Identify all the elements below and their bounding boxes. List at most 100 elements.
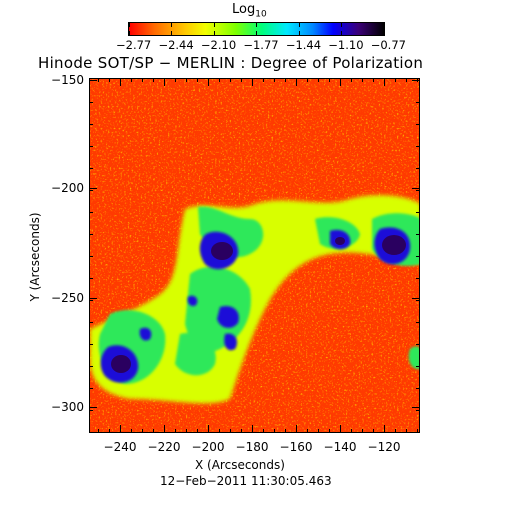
- tick-mark: [89, 80, 93, 81]
- tick-mark: [263, 429, 264, 433]
- tick-mark: [230, 78, 231, 82]
- tick-mark: [351, 429, 352, 433]
- tick-mark: [416, 212, 420, 213]
- tick-mark: [384, 78, 385, 86]
- xtick-label: −240: [103, 440, 137, 454]
- tick-mark: [120, 78, 121, 82]
- tick-mark: [89, 80, 97, 81]
- tick-mark: [395, 429, 396, 433]
- tick-mark: [340, 429, 341, 433]
- tick-mark: [329, 429, 330, 433]
- xtick-label: −160: [279, 440, 313, 454]
- tick-mark: [164, 78, 165, 86]
- tick-mark: [384, 429, 385, 433]
- tick-mark: [89, 124, 93, 125]
- tick-mark: [416, 366, 420, 367]
- xtick-label: −200: [191, 440, 225, 454]
- tick-mark: [241, 429, 242, 433]
- colorbar-tick-label: −2.10: [200, 38, 237, 52]
- tick-mark: [416, 190, 420, 191]
- tick-mark: [89, 407, 97, 408]
- tick-mark: [131, 78, 132, 82]
- tick-mark: [89, 256, 93, 257]
- tick-mark: [89, 410, 93, 411]
- tick-mark: [153, 78, 154, 82]
- ytick-label: −200: [51, 181, 84, 195]
- tick-mark: [384, 78, 385, 82]
- tick-mark: [131, 429, 132, 433]
- tick-mark: [89, 212, 93, 213]
- tick-mark: [340, 78, 341, 86]
- ytick-label: −250: [51, 291, 84, 305]
- tick-mark: [89, 300, 93, 301]
- tick-mark: [186, 429, 187, 433]
- y-axis-label: Y (Arcseconds): [28, 212, 42, 302]
- tick-mark: [98, 429, 99, 433]
- tick-mark: [89, 298, 97, 299]
- tick-mark: [252, 429, 253, 433]
- tick-mark: [285, 429, 286, 433]
- tick-mark: [406, 429, 407, 433]
- tick-mark: [89, 190, 93, 191]
- colorbar-title: Log10: [232, 2, 267, 20]
- xtick-label: −180: [235, 440, 269, 454]
- x-axis-label: X (Arcseconds): [195, 458, 285, 472]
- tick-mark: [89, 102, 93, 103]
- sunspot-core-layer: [111, 235, 406, 373]
- tick-mark: [296, 429, 297, 433]
- tick-mark: [153, 429, 154, 433]
- tick-mark: [89, 188, 97, 189]
- tick-mark: [241, 78, 242, 82]
- tick-mark: [208, 78, 209, 86]
- tick-mark: [208, 78, 209, 82]
- colorbar-tick-label: −1.44: [285, 38, 322, 52]
- tick-mark: [416, 256, 420, 257]
- tick-mark: [351, 78, 352, 82]
- tick-mark: [219, 78, 220, 82]
- tick-mark: [416, 124, 420, 125]
- tick-mark: [197, 78, 198, 82]
- tick-mark: [252, 78, 253, 82]
- colorbar-tick-label: −0.77: [370, 38, 406, 52]
- tick-mark: [373, 78, 374, 82]
- tick-mark: [142, 78, 143, 82]
- tick-mark: [416, 102, 420, 103]
- tick-mark: [142, 429, 143, 433]
- tick-mark: [416, 80, 420, 81]
- tick-mark: [175, 78, 176, 82]
- tick-mark: [362, 78, 363, 82]
- tick-mark: [416, 234, 420, 235]
- tick-mark: [318, 429, 319, 433]
- plot-title: Hinode SOT/SP − MERLIN : Degree of Polar…: [38, 54, 424, 72]
- tick-mark: [175, 429, 176, 433]
- tick-mark: [406, 78, 407, 82]
- tick-mark: [197, 429, 198, 433]
- tick-mark: [416, 410, 420, 411]
- ytick-label: −300: [51, 400, 84, 414]
- tick-mark: [285, 78, 286, 82]
- polarization-map: [89, 78, 420, 433]
- tick-mark: [296, 78, 297, 82]
- tick-mark: [109, 78, 110, 82]
- tick-mark: [416, 344, 420, 345]
- tick-mark: [274, 78, 275, 82]
- tick-mark: [373, 429, 374, 433]
- tick-mark: [416, 388, 420, 389]
- ytick-label: −150: [51, 73, 84, 87]
- tick-mark: [307, 78, 308, 82]
- tick-mark: [395, 78, 396, 82]
- tick-mark: [98, 78, 99, 82]
- tick-mark: [362, 429, 363, 433]
- tick-mark: [89, 168, 93, 169]
- tick-mark: [164, 429, 165, 433]
- tick-mark: [412, 188, 420, 189]
- tick-mark: [417, 429, 418, 433]
- colorbar-labels: −2.77 −2.44 −2.10 −1.77 −1.44 −1.10 −0.77: [116, 38, 406, 52]
- tick-mark: [219, 429, 220, 433]
- colorbar-tick-label: −2.77: [116, 38, 152, 52]
- colorbar-tick-label: −2.44: [158, 38, 194, 52]
- tick-mark: [89, 322, 93, 323]
- tick-mark: [416, 300, 420, 301]
- tick-mark: [186, 78, 187, 82]
- colorbar-tick-label: −1.10: [328, 38, 364, 52]
